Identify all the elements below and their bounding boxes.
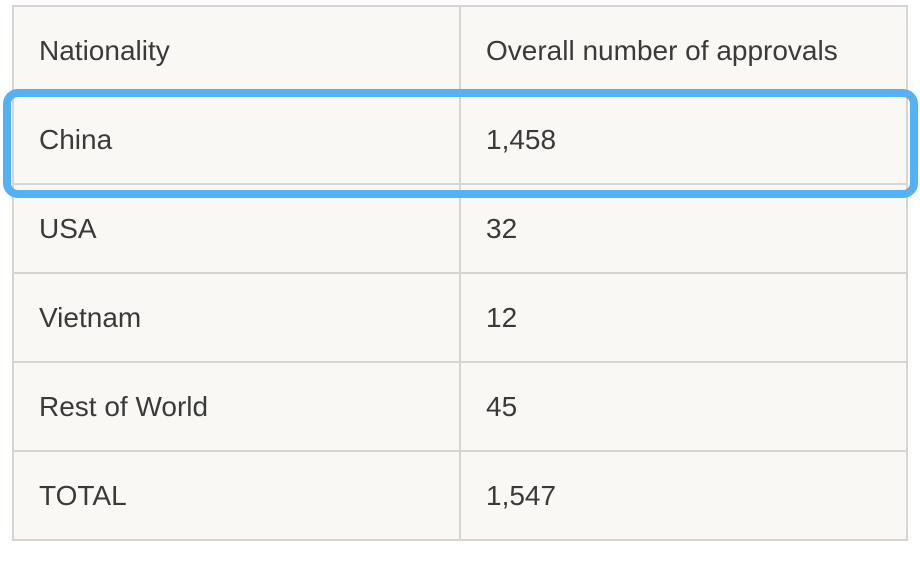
data-row-cell: 1,458 [459,94,908,185]
data-row: Vietnam 12 [12,272,908,363]
data-row-cell: 1,547 [459,450,908,541]
header-row-cell: Overall number of approvals [459,5,908,96]
data-row-cell: 12 [459,272,908,363]
header-row: Nationality Overall number of approvals [12,5,908,96]
data-row: USA 32 [12,183,908,274]
header-row-cell: Nationality [12,5,461,96]
data-row: TOTAL 1,547 [12,450,908,541]
data-row-cell: 32 [459,183,908,274]
table-body: Nationality Overall number of approvals Ch… [12,5,908,541]
approvals-table: Nationality Overall number of approvals Ch… [12,5,908,541]
data-row-cell: 45 [459,361,908,452]
data-row: China 1,458 [12,94,908,185]
data-row-cell: TOTAL [12,450,461,541]
data-row-cell: USA [12,183,461,274]
data-row-cell: Rest of World [12,361,461,452]
data-row: Rest of World 45 [12,361,908,452]
data-row-cell: China [12,94,461,185]
data-row-cell: Vietnam [12,272,461,363]
